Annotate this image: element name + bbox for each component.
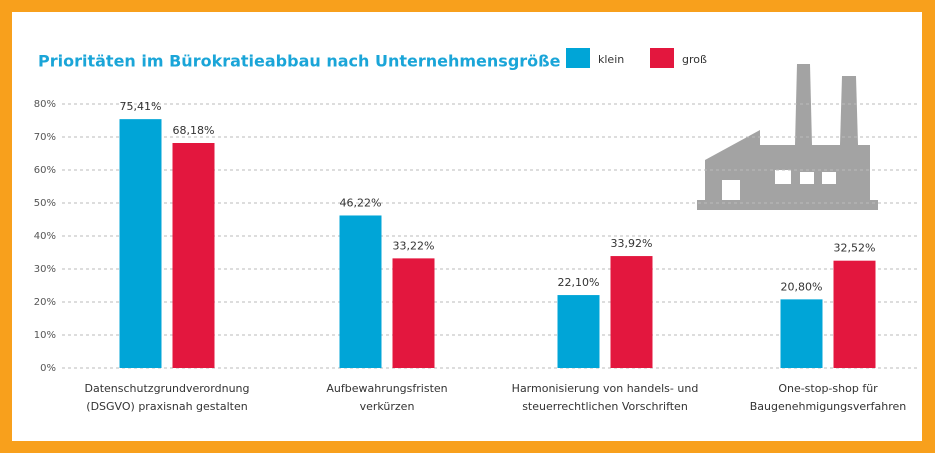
chart-title: Prioritäten im Bürokratieabbau nach Unte… — [38, 52, 561, 71]
bar — [119, 119, 162, 368]
y-tick-label: 20% — [34, 297, 56, 308]
legend-label: klein — [598, 53, 624, 66]
y-tick-label: 50% — [34, 198, 56, 209]
value-label: 68,18% — [173, 124, 215, 137]
value-label: 22,10% — [558, 276, 600, 289]
factory-icon — [697, 64, 878, 210]
y-tick-label: 10% — [34, 330, 56, 341]
y-tick-label: 40% — [34, 231, 56, 242]
y-tick-label: 30% — [34, 264, 56, 275]
x-tick-label: One-stop-shop für Baugenehmigungsverfahre… — [750, 382, 907, 413]
value-label: 20,80% — [781, 280, 823, 293]
y-tick-label: 80% — [34, 99, 56, 110]
bar — [392, 258, 435, 368]
value-label: 33,92% — [611, 237, 653, 250]
legend-swatch — [566, 48, 590, 68]
legend-label: groß — [682, 53, 707, 66]
bar — [557, 295, 600, 368]
bar — [833, 260, 876, 368]
panel — [12, 12, 922, 441]
bar — [339, 215, 382, 368]
value-label: 33,22% — [393, 239, 435, 252]
y-tick-label: 0% — [40, 363, 56, 374]
legend-swatch — [650, 48, 674, 68]
y-tick-label: 70% — [34, 132, 56, 143]
x-tick-label: Aufbewahrungsfristen verkürzen — [326, 382, 447, 413]
x-tick-label: Datenschutzgrundverordnung (DSGVO) praxis… — [85, 382, 250, 413]
value-label: 75,41% — [120, 100, 162, 113]
value-label: 32,52% — [834, 242, 876, 255]
y-tick-label: 60% — [34, 165, 56, 176]
bar — [780, 299, 823, 368]
value-label: 46,22% — [340, 196, 382, 209]
x-tick-label: Harmonisierung von handels- und steuerrec… — [512, 382, 699, 413]
bar — [610, 256, 653, 368]
bar — [172, 143, 215, 368]
